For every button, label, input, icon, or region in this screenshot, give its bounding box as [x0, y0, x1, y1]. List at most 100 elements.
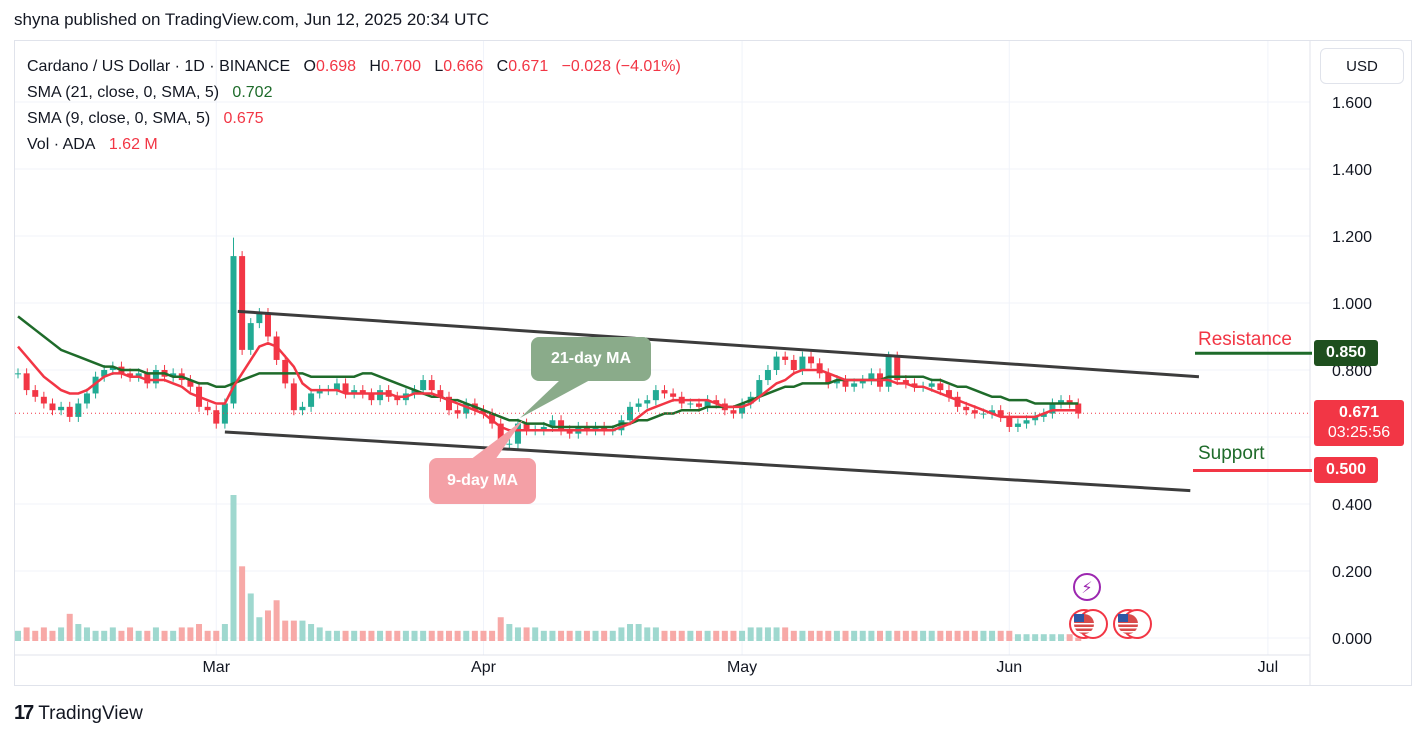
us-flag-stripe: [1074, 623, 1094, 625]
sma9-label[interactable]: SMA (9, close, 0, SMA, 5): [27, 110, 211, 127]
volume-bar: [325, 630, 332, 641]
candle-body: [92, 376, 99, 394]
candle-body: [1049, 403, 1056, 414]
volume-bar: [627, 624, 634, 641]
candle-body: [23, 373, 30, 391]
candle-body: [489, 413, 496, 424]
sma9-value: 0.675: [223, 110, 264, 127]
volume-bar: [713, 630, 720, 641]
volume-bar: [213, 630, 220, 641]
symbol-title[interactable]: Cardano / US Dollar · 1D · BINANCE: [27, 58, 291, 75]
volume-bar: [428, 630, 435, 641]
candle-body: [127, 373, 134, 377]
candle-body: [971, 410, 978, 414]
close-value: 0.671: [508, 58, 549, 75]
candle-body: [1066, 400, 1073, 404]
volume-bar: [170, 630, 177, 641]
candle-body: [790, 359, 797, 370]
volume-bar: [92, 630, 99, 641]
volume-bar: [695, 630, 702, 641]
volume-bar: [446, 630, 452, 641]
volume-bar: [23, 627, 30, 641]
y-tick-label: 0.200: [1332, 564, 1372, 581]
chart-frame[interactable]: [14, 40, 1412, 686]
volume-bar: [308, 624, 315, 641]
last-price-tag: 0.671 03:25:56: [1314, 400, 1404, 446]
volume-bar: [402, 630, 409, 641]
candle-body: [799, 356, 806, 370]
candle-body: [213, 410, 220, 424]
volume-bar: [463, 630, 470, 641]
x-tick-label: May: [727, 659, 757, 676]
volume-bar: [609, 630, 616, 641]
volume-bar: [894, 630, 901, 641]
sma21-label[interactable]: SMA (21, close, 0, SMA, 5): [27, 84, 220, 101]
candle-body: [661, 390, 668, 394]
volume-bar: [971, 630, 978, 641]
volume-bar: [756, 627, 763, 641]
volume-bar: [351, 630, 358, 641]
candle-body: [15, 373, 21, 375]
sma9-line: [17, 341, 1079, 432]
volume-bar: [454, 630, 461, 641]
candle-body: [368, 393, 375, 401]
volume-bar: [66, 613, 73, 641]
candle-body: [40, 396, 47, 404]
x-tick-label: Mar: [202, 659, 230, 676]
volume-bar: [32, 630, 39, 641]
publish-info: shyna published on TradingView.com, Jun …: [14, 10, 490, 29]
volume-bar: [239, 566, 246, 641]
candle-body: [963, 406, 970, 411]
volume-bar: [601, 630, 608, 641]
volume-bar: [1032, 634, 1039, 641]
candle-body: [704, 400, 711, 407]
sma21-line: [17, 315, 1079, 429]
volume-bar: [1023, 634, 1030, 641]
us-flag-canton: [1118, 614, 1128, 622]
candle-body: [144, 373, 151, 384]
volume-bar: [523, 627, 530, 641]
currency-button[interactable]: USD: [1320, 48, 1404, 84]
candle-body: [394, 396, 401, 401]
sma21-callout-pointer: [520, 380, 590, 418]
candle-body: [1075, 403, 1082, 414]
candle-body: [627, 406, 634, 421]
volume-bar: [420, 630, 427, 641]
volume-bar: [196, 624, 203, 641]
candle-body: [670, 393, 677, 397]
footer-brand[interactable]: 17 TradingView: [14, 702, 143, 725]
y-tick-label: 1.600: [1332, 95, 1372, 112]
volume-bar: [152, 627, 159, 641]
volume-bar: [299, 620, 306, 641]
candle-body: [1006, 416, 1013, 427]
volume-bar: [868, 630, 875, 641]
candle-body: [247, 323, 254, 350]
volume-bar: [497, 617, 504, 641]
volume-bar: [558, 630, 565, 641]
volume-bar: [437, 630, 444, 641]
volume-label[interactable]: Vol · ADA: [27, 136, 96, 153]
candle-body: [859, 380, 866, 384]
candle-body: [756, 380, 763, 397]
volume-bar: [273, 600, 280, 641]
us-flag-stripe: [1074, 627, 1094, 629]
volume-bar: [842, 630, 849, 641]
tradingview-logo-icon: 17: [14, 702, 34, 724]
us-flag-canton: [1074, 614, 1084, 622]
volume-bar: [989, 630, 996, 641]
volume-bar: [161, 630, 168, 641]
volume-bar: [790, 630, 797, 641]
open-label: O: [303, 58, 316, 75]
candle-body: [204, 406, 211, 411]
candle-body: [816, 363, 823, 374]
candle-body: [540, 426, 547, 431]
candle-body: [480, 410, 487, 414]
volume-bar: [290, 620, 297, 641]
candle-body: [342, 383, 349, 394]
volume-bar: [997, 630, 1004, 641]
volume-bar: [575, 630, 582, 641]
volume-bar: [101, 630, 108, 641]
volume-bar: [204, 630, 211, 641]
volume-bar: [411, 630, 418, 641]
